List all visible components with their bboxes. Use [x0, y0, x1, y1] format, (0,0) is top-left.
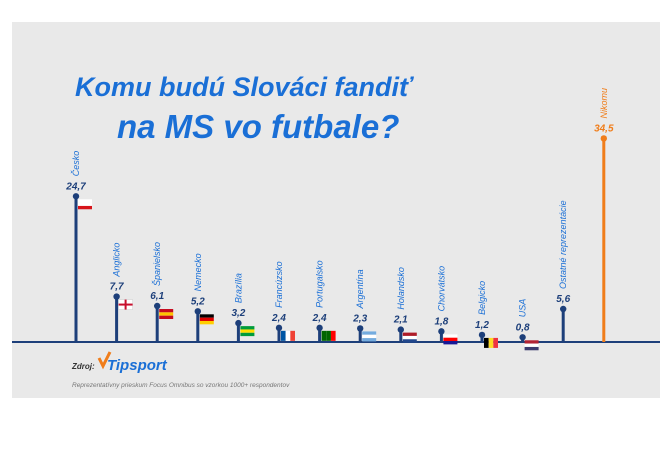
flag [118, 299, 133, 310]
flag [78, 199, 92, 210]
panel [12, 22, 660, 398]
flag-stripe [159, 309, 174, 313]
value-label: 24,7 [65, 181, 86, 192]
value-label: 2,3 [352, 313, 367, 324]
flag [199, 314, 214, 325]
dot [438, 328, 445, 335]
flag [281, 330, 295, 341]
category-label: Holandsko [396, 267, 406, 310]
dot [194, 308, 201, 315]
flag-stripe [484, 337, 489, 348]
flag-stripe [524, 343, 539, 347]
flag [240, 326, 255, 337]
category-label: Španielsko [152, 242, 162, 286]
value-label: 34,5 [594, 123, 614, 134]
category-label: USA [518, 299, 528, 318]
flag-stripe [326, 330, 331, 341]
flag-stripe [402, 335, 417, 340]
dot [478, 331, 486, 339]
flag [362, 331, 377, 342]
flag-stripe [443, 334, 458, 338]
flag-stripe [321, 330, 327, 341]
category-label: Argentína [355, 269, 365, 309]
dot [600, 135, 607, 142]
source-label: Zdroj: [71, 362, 95, 371]
dot [357, 325, 364, 332]
flag [524, 340, 539, 351]
category-label: Ostatné reprezentácie [558, 200, 568, 289]
source: Tipsport [107, 357, 168, 374]
flag-stripe [240, 332, 255, 337]
category-label: Francúzsko [274, 261, 284, 308]
flag-stripe [443, 341, 458, 345]
flag-stripe [524, 340, 539, 344]
flag-stripe [281, 330, 286, 341]
category-label: Nemecko [193, 253, 203, 291]
flag [321, 330, 336, 341]
dot [316, 324, 323, 332]
flag-stripe [362, 334, 377, 339]
chart-title: Komu budú Slováci fandiť [75, 72, 414, 102]
flag-stripe [362, 338, 377, 342]
flag-stripe [159, 315, 174, 320]
flag-stripe [199, 317, 214, 321]
flag-stripe [493, 337, 498, 348]
flag-stripe [290, 330, 295, 341]
plot: 24,7 Česko 7,7 Anglicko 6,1 Španielsko 5,2 Neme… [65, 88, 614, 351]
flag [484, 337, 498, 348]
category-label: Belgicko [477, 281, 487, 315]
value-label: 2,4 [271, 313, 286, 324]
category-label: Nikomu [599, 88, 609, 119]
flag-stripe [524, 346, 539, 351]
chart-title: na MS vo futbale? [117, 108, 399, 145]
flag-stripe [443, 337, 458, 342]
category-label: Anglicko [112, 243, 122, 278]
value-label: 0,8 [516, 322, 530, 333]
flag [402, 332, 417, 343]
flag-stripe [285, 330, 291, 341]
flag [159, 309, 174, 320]
flag-stripe [402, 332, 417, 336]
flag-stripe [159, 312, 174, 316]
dot [397, 326, 404, 333]
dot [113, 293, 120, 300]
flag-stripe [199, 320, 214, 325]
value-label: 1,2 [475, 320, 489, 331]
flag-stripe [402, 339, 417, 343]
dot [519, 334, 526, 341]
value-label: 5,6 [556, 294, 570, 305]
value-label: 7,7 [110, 282, 124, 293]
value-label: 6,1 [150, 291, 164, 302]
flag-stripe [199, 314, 214, 318]
flag-stripe [78, 199, 92, 203]
note: Reprezentatívny prieskum Focus Omnibus s… [72, 382, 290, 389]
dot [235, 319, 242, 327]
category-label: Česko [71, 151, 81, 177]
value-label: 1,8 [434, 316, 448, 327]
dot [560, 305, 567, 313]
category-label: Chorvátsko [436, 266, 446, 312]
value-label: 3,2 [231, 308, 245, 319]
value-label: 5,2 [191, 296, 205, 307]
flag-stripe [78, 202, 92, 206]
flag-stripe [240, 326, 255, 330]
value-label: 2,4 [312, 313, 327, 324]
value-label: 2,1 [393, 315, 408, 326]
category-label: Brazília [233, 273, 243, 303]
dot [154, 302, 161, 310]
flag-stripe [78, 205, 92, 210]
category-label: Portugalsko [315, 260, 325, 308]
flag-stripe [118, 303, 133, 306]
flag-stripe [330, 330, 336, 341]
flag-stripe [362, 331, 377, 335]
dot [72, 193, 80, 200]
flag [443, 334, 458, 345]
flag-stripe [488, 337, 494, 348]
flag-stripe [240, 329, 255, 333]
dot [275, 324, 283, 332]
logo-check [97, 351, 112, 370]
